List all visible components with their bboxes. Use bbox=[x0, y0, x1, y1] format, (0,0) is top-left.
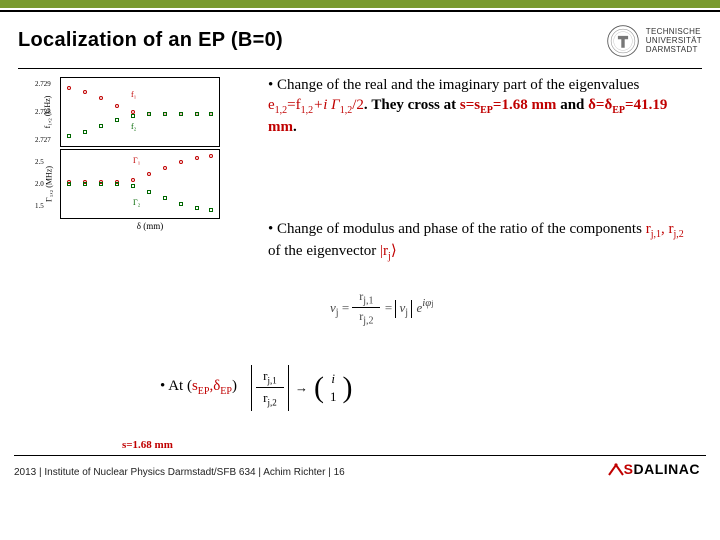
p2-r1: rj,1 bbox=[646, 221, 661, 237]
data-point bbox=[99, 124, 103, 128]
data-point bbox=[67, 182, 71, 186]
data-point bbox=[179, 202, 183, 206]
plot-block: f₁,₂ (GHz) 2.7292.7282.727f₁f₂ Γ₁,₂ (MHz… bbox=[30, 77, 240, 231]
uni-line1: TECHNISCHE bbox=[646, 27, 702, 36]
subplot-frequencies: f₁,₂ (GHz) 2.7292.7282.727f₁f₂ bbox=[60, 77, 220, 147]
data-point bbox=[179, 112, 183, 116]
data-point bbox=[195, 112, 199, 116]
bullet-2: • Change of modulus and phase of the rat… bbox=[268, 219, 698, 264]
data-point bbox=[195, 156, 199, 160]
top-accent-bar bbox=[0, 0, 720, 8]
data-point bbox=[147, 190, 151, 194]
data-point bbox=[179, 160, 183, 164]
title-row: Localization of an EP (B=0) TECHNISCHE U… bbox=[0, 12, 720, 58]
bottom-rule bbox=[14, 455, 706, 456]
data-point bbox=[67, 86, 71, 90]
data-point bbox=[147, 172, 151, 176]
uni-line2: UNIVERSITÄT bbox=[646, 36, 702, 45]
p1-t1: Change of the real and the imaginary par… bbox=[277, 77, 639, 93]
slide-content: f₁,₂ (GHz) 2.7292.7282.727f₁f₂ Γ₁,₂ (MHz… bbox=[0, 69, 720, 77]
data-point bbox=[115, 104, 119, 108]
data-point bbox=[195, 206, 199, 210]
ylabel-2: Γ₁,₂ (MHz) bbox=[44, 166, 53, 202]
data-point bbox=[209, 208, 213, 212]
subplot-widths: Γ₁,₂ (MHz) 2.52.01.5Γ₁Γ₂ bbox=[60, 149, 220, 219]
xlabel: δ (mm) bbox=[60, 221, 240, 231]
data-point bbox=[209, 112, 213, 116]
bullet-dot-2: • bbox=[268, 221, 273, 237]
data-point bbox=[83, 130, 87, 134]
data-point bbox=[83, 182, 87, 186]
data-point bbox=[115, 118, 119, 122]
sdalinac-mark-icon bbox=[608, 463, 624, 477]
p2-ket: |rj⟩ bbox=[380, 243, 397, 259]
data-point bbox=[131, 178, 135, 182]
p3-s: sEP bbox=[192, 378, 210, 394]
data-point bbox=[115, 182, 119, 186]
nu-equation: νj = rj,1 rj,2 = νj eiφj bbox=[330, 289, 460, 327]
university-brand: TECHNISCHE UNIVERSITÄT DARMSTADT bbox=[606, 24, 702, 58]
p1-eq: e1,2=f1,2+i Γ1,2/2 bbox=[268, 97, 364, 113]
p3-d: δEP bbox=[213, 378, 232, 394]
bullet-dot: • bbox=[268, 77, 273, 93]
bullet-1: • Change of the real and the imaginary p… bbox=[268, 75, 688, 138]
data-point bbox=[131, 184, 135, 188]
p1-s: s=sEP=1.68 mm bbox=[460, 97, 557, 113]
data-point bbox=[83, 90, 87, 94]
slide-title: Localization of an EP (B=0) bbox=[18, 29, 283, 52]
limit-equation: rj,1 rj,2 → ( i 1 ) bbox=[251, 365, 353, 411]
data-point bbox=[99, 182, 103, 186]
footer-text: 2013 | Institute of Nuclear Physics Darm… bbox=[14, 467, 345, 478]
data-point bbox=[131, 114, 135, 118]
data-point bbox=[163, 112, 167, 116]
data-point bbox=[99, 96, 103, 100]
uni-line3: DARMSTADT bbox=[646, 45, 702, 54]
data-point bbox=[67, 134, 71, 138]
data-point bbox=[147, 112, 151, 116]
p2-r2: rj,2 bbox=[668, 221, 683, 237]
data-point bbox=[209, 154, 213, 158]
university-seal-icon bbox=[606, 24, 640, 58]
sdalinac-logo: SDALINAC bbox=[608, 461, 700, 477]
data-point bbox=[163, 166, 167, 170]
university-name: TECHNISCHE UNIVERSITÄT DARMSTADT bbox=[646, 27, 702, 55]
bullet-3: • At (sEP,δEP) rj,1 rj,2 → ( i 1 ) bbox=[160, 365, 680, 411]
s-fixed-label: s=1.68 mm bbox=[122, 439, 173, 451]
data-point bbox=[163, 196, 167, 200]
